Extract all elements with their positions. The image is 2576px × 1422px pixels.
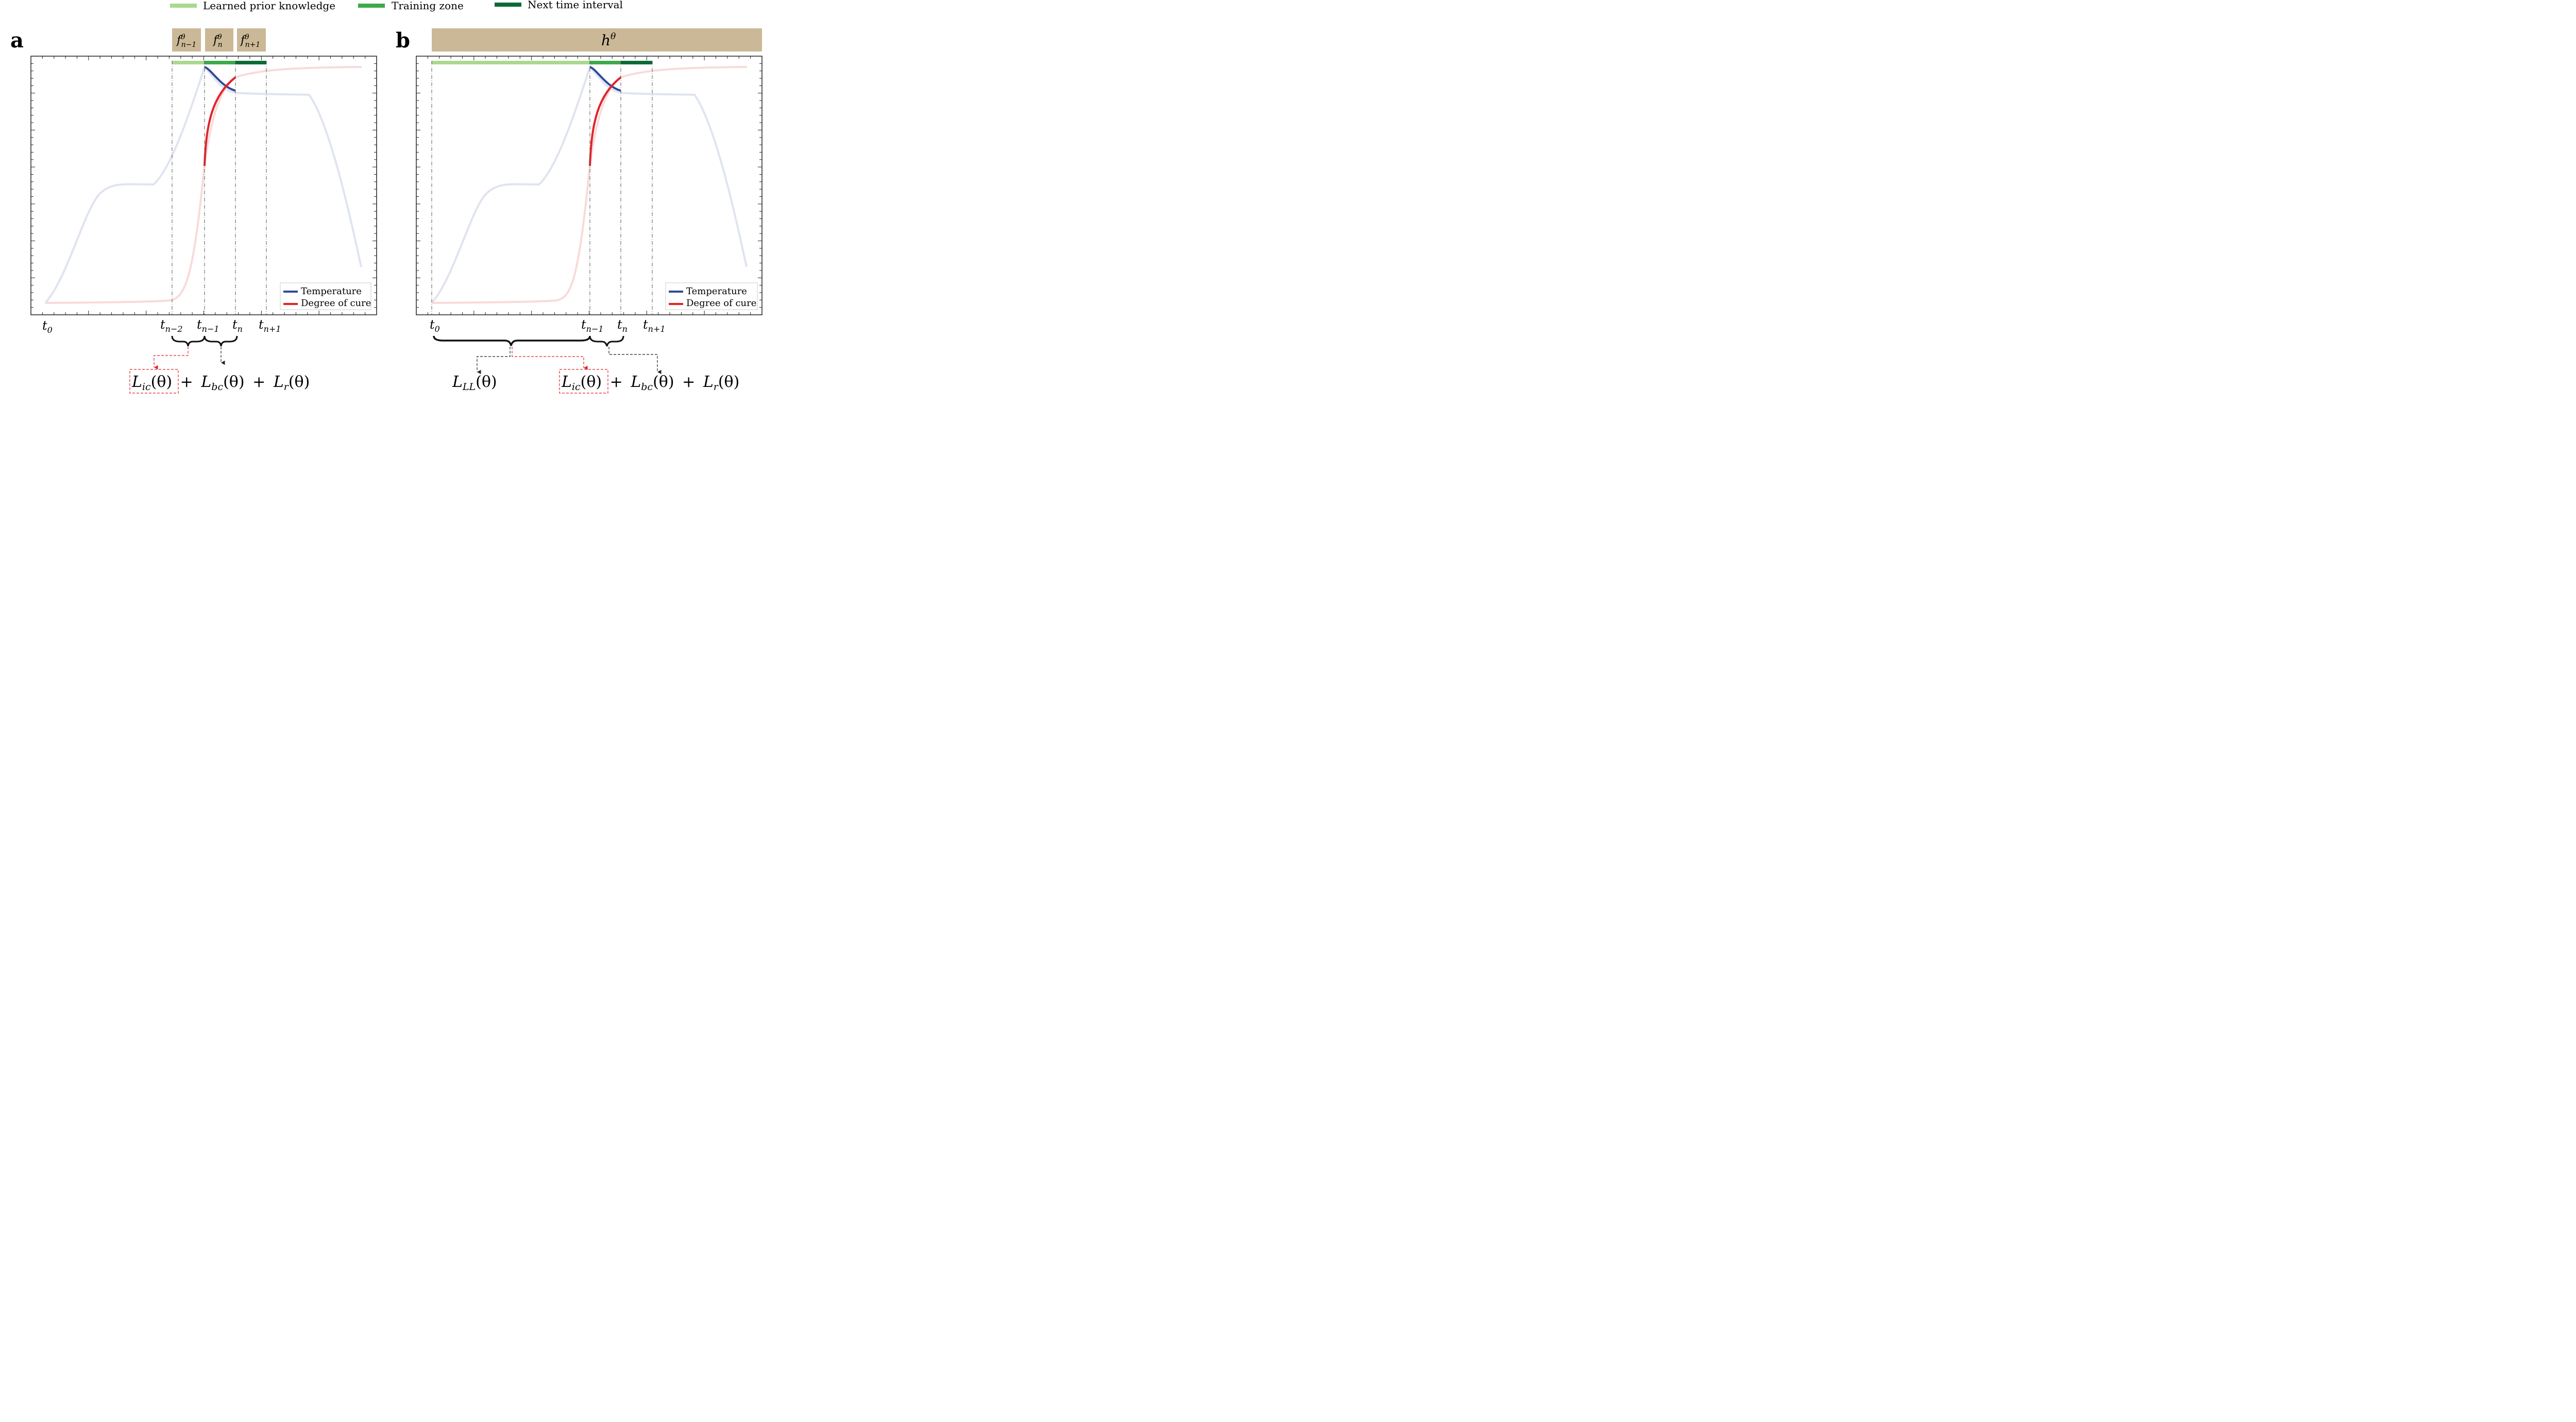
brace-bc-a [204, 335, 238, 347]
net-a1-sub: n [218, 41, 223, 49]
legend-item-learned-prior: Learned prior knowledge [170, 0, 335, 12]
plot-legend-a: Temperature Degree of cure [280, 282, 371, 310]
net-b-sup: θ [611, 31, 616, 42]
legend-label-training: Training zone [392, 0, 464, 12]
network-box-h: hθ [432, 28, 762, 52]
cure-curve-faded-a [45, 66, 362, 304]
brace-ic-a [171, 335, 206, 347]
arrow-ic-b [512, 347, 588, 370]
panel-b-letter: b [396, 28, 410, 53]
temperature-curve-faded-a [44, 65, 362, 304]
net-b-base: h [601, 32, 611, 49]
time-markers-a [172, 61, 267, 315]
legend-label-cure-a: Degree of cure [301, 298, 371, 309]
net-a1-sup: θ [217, 33, 222, 41]
legend-item-training-zone: Training zone [358, 0, 464, 12]
plot-legend-b: Temperature Degree of cure [665, 282, 758, 310]
zone-bar-learned-b [432, 61, 590, 64]
axis-ticks-a [31, 56, 377, 315]
net-a0-sup: θ [181, 33, 185, 41]
temperature-curve-active-a [204, 66, 236, 92]
loss-ic-highlight-a [129, 369, 179, 394]
net-a2-sub: n+1 [245, 41, 261, 49]
arrow-ic-a [154, 347, 189, 370]
time-label-tn-b: tn [617, 317, 628, 334]
network-box-f-n: fθ n [205, 28, 233, 52]
zone-bar-next-b [621, 61, 652, 64]
brace-bc-b [589, 335, 624, 347]
network-box-f-n-minus-1: fθ n−1 [172, 28, 201, 52]
network-box-f-n-plus-1: fθ n+1 [237, 28, 266, 52]
loss-expression-b: Lic(θ) + Lbc(θ) + Lr(θ) [561, 373, 739, 393]
temperature-curve-faded-b [431, 65, 748, 304]
top-legend: Learned prior knowledge Training zone Ne… [170, 0, 623, 12]
legend-label-temperature-a: Temperature [301, 286, 362, 297]
zone-bar-next-a [235, 61, 266, 64]
arrow-bc-b [608, 347, 662, 375]
time-label-tn-2-a: tn−2 [160, 317, 183, 334]
cure-curve-faded-b [431, 66, 748, 304]
cure-curve-active-a [204, 76, 236, 166]
loss-expression-a: Lic(θ) + Lbc(θ) + Lr(θ) [131, 373, 310, 393]
panel-a: a fθ n−1 fθ n fθ n+1 [10, 28, 377, 394]
axis-ticks-b [416, 56, 762, 315]
legend-swatch-learned [170, 4, 197, 8]
svg-text:fθn+1: fθ n+1 [240, 33, 260, 49]
time-label-tn-1-b: tn−1 [581, 317, 604, 334]
legend-swatch-training [358, 4, 385, 8]
loss-ic-highlight-b [559, 369, 608, 394]
figure-canvas: Learned prior knowledge Training zone Ne… [10, 0, 762, 394]
time-label-t0-a: t0 [42, 318, 53, 335]
net-a2-sup: θ [245, 33, 249, 41]
time-label-tn-a: tn [232, 317, 243, 334]
time-labels-b: t0 tn−1 tn tn+1 [430, 317, 666, 334]
net-a0-sub: n−1 [181, 41, 197, 49]
time-label-tn+1-b: tn+1 [643, 317, 666, 334]
zone-bar-training-a [205, 61, 235, 64]
legend-label-learned: Learned prior knowledge [203, 0, 335, 12]
legend-label-temperature-b: Temperature [686, 286, 747, 297]
temperature-curve-active-b [589, 66, 621, 92]
time-label-tn+1-a: tn+1 [259, 317, 281, 334]
arrow-ll-b [477, 347, 511, 375]
time-label-tn-1-a: tn−1 [197, 317, 219, 334]
zone-bar-learned-a [172, 61, 205, 64]
loss-ll-b: LLL(θ) [452, 373, 497, 393]
panel-a-letter: a [10, 28, 24, 53]
svg-text:fθn−1: fθ n−1 [176, 33, 196, 49]
plot-frame-b [416, 56, 762, 315]
time-label-t0-b: t0 [430, 317, 440, 334]
plot-frame-a [30, 56, 377, 315]
time-markers-b [431, 61, 653, 315]
svg-text:fθn: fθ n [212, 33, 223, 49]
legend-label-cure-b: Degree of cure [686, 298, 756, 309]
legend-swatch-next [495, 3, 521, 7]
legend-item-next-interval: Next time interval [495, 0, 623, 11]
svg-text:hθ: hθ [601, 31, 616, 49]
time-labels-a: t0 tn−2 tn−1 tn tn+1 [42, 317, 281, 335]
legend-label-next: Next time interval [528, 0, 623, 11]
panel-b: b hθ Temperature Degree of cure [396, 28, 762, 394]
brace-ll-b [433, 335, 591, 346]
cure-curve-active-b [589, 76, 622, 166]
zone-bar-training-b [590, 61, 621, 64]
